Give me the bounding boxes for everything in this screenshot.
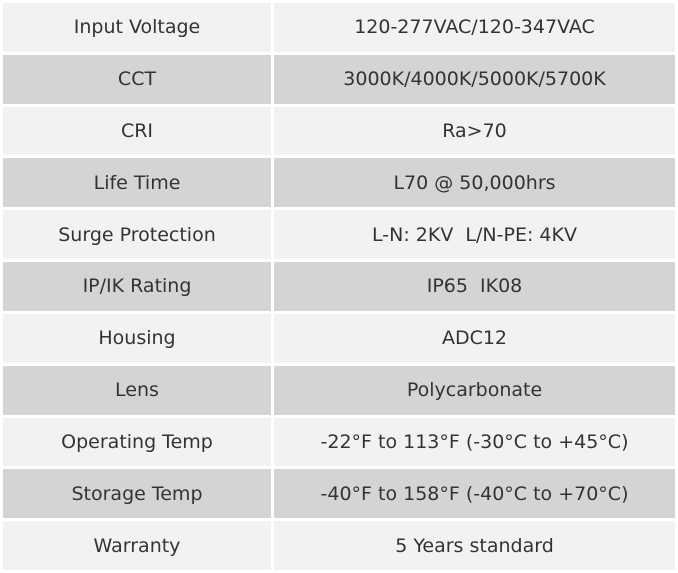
- spec-value: L-N: 2KV L/N-PE: 4KV: [271, 207, 678, 263]
- spec-label: Input Voltage: [0, 0, 274, 55]
- spec-label: Operating Temp: [0, 414, 274, 470]
- spec-value: 120-277VAC/120-347VAC: [271, 0, 678, 55]
- spec-value: IP65 IK08: [271, 259, 678, 314]
- table-row: Input Voltage 120-277VAC/120-347VAC: [0, 0, 678, 55]
- spec-value: ADC12: [271, 310, 678, 366]
- spec-label: Life Time: [0, 155, 274, 211]
- spec-label: Surge Protection: [0, 207, 274, 263]
- spec-value: -40°F to 158°F (-40°C to +70°C): [271, 466, 678, 522]
- spec-value: Ra>70: [271, 103, 678, 159]
- table-row: Warranty 5 Years standard: [0, 518, 678, 573]
- table-row: Storage Temp -40°F to 158°F (-40°C to +70…: [0, 466, 678, 522]
- spec-label: Warranty: [0, 518, 274, 573]
- spec-label: CRI: [0, 103, 274, 159]
- table-row: IP/IK Rating IP65 IK08: [0, 259, 678, 314]
- spec-label: Housing: [0, 310, 274, 366]
- spec-value: 5 Years standard: [271, 518, 678, 573]
- table-row: CCT 3000K/4000K/5000K/5700K: [0, 51, 678, 107]
- table-row: Lens Polycarbonate: [0, 362, 678, 418]
- spec-label: IP/IK Rating: [0, 259, 274, 314]
- table-row: Surge Protection L-N: 2KV L/N-PE: 4KV: [0, 207, 678, 263]
- spec-value: 3000K/4000K/5000K/5700K: [271, 51, 678, 107]
- spec-label: Storage Temp: [0, 466, 274, 522]
- table-row: CRI Ra>70: [0, 103, 678, 159]
- table-row: Life Time L70 @ 50,000hrs: [0, 155, 678, 211]
- spec-label: CCT: [0, 51, 274, 107]
- spec-value: L70 @ 50,000hrs: [271, 155, 678, 211]
- table-row: Housing ADC12: [0, 310, 678, 366]
- table-row: Operating Temp -22°F to 113°F (-30°C to +…: [0, 414, 678, 470]
- spec-value: -22°F to 113°F (-30°C to +45°C): [271, 414, 678, 470]
- spec-value: Polycarbonate: [271, 362, 678, 418]
- spec-label: Lens: [0, 362, 274, 418]
